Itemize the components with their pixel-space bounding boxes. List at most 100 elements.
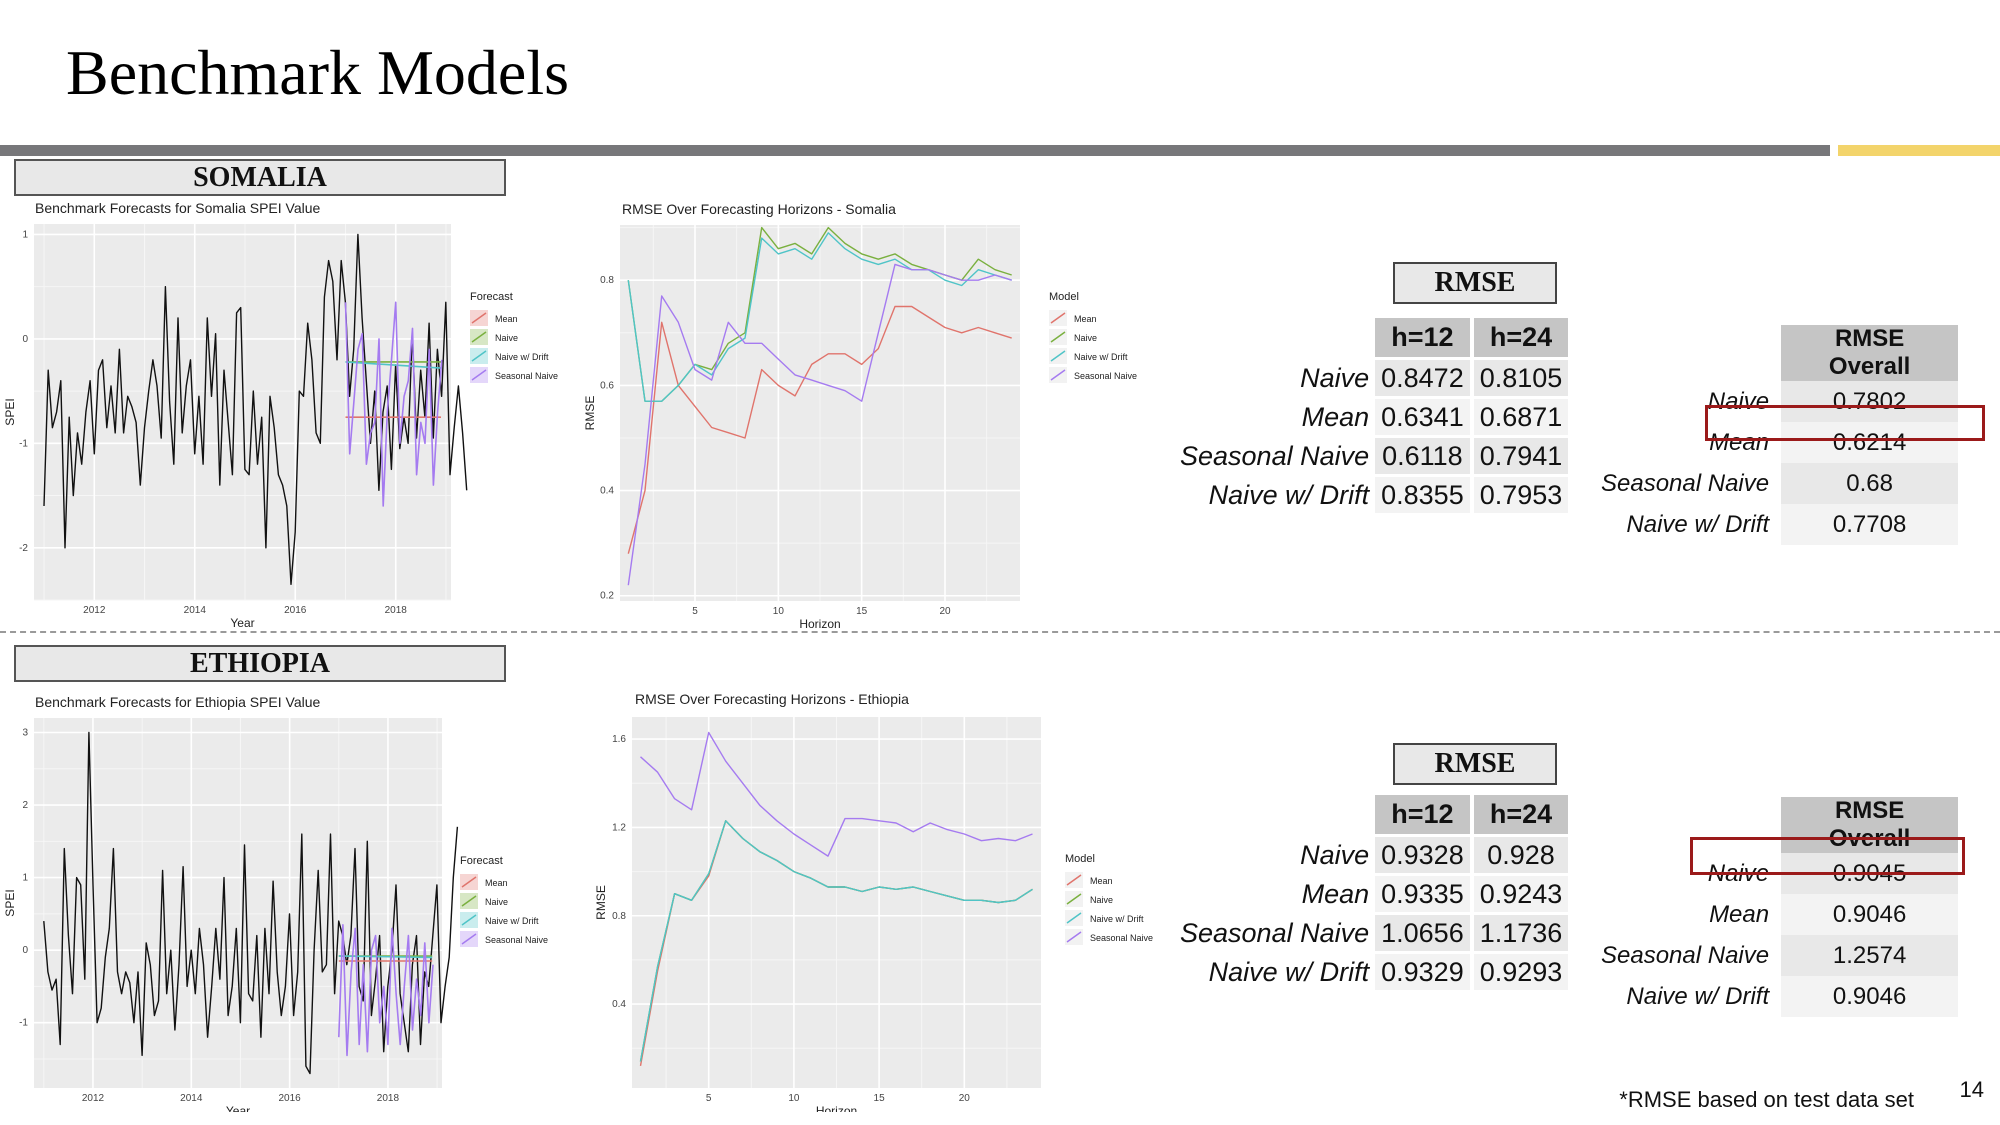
table-row: Naive w/ Drift 0.9046 [1600,976,1959,1017]
legend-key-line [1066,893,1082,905]
series-drift-line [345,361,442,369]
x-axis-label: Year [230,616,254,630]
y-tick-label: 1 [22,229,28,240]
y-tick-label: 0.4 [612,999,626,1010]
slide-title: Benchmark Models [66,37,569,108]
legend-key-line [1066,912,1082,924]
x-tick-label: 5 [692,606,698,617]
legend-key-line [461,895,477,907]
row-label: Seasonal Naive [1601,941,1770,969]
x-tick-label: 5 [706,1093,712,1104]
series-line-naive-w-drift [639,820,1033,1062]
y-tick-label: 3 [22,728,28,739]
series-actual-line [43,233,468,585]
header-h12: h=12 [1375,795,1470,834]
cell-value: 1.2574 [1781,935,1959,976]
legend-key-line [471,350,487,362]
y-tick-label: 0 [22,945,28,956]
x-tick-label: 2014 [184,605,207,616]
legend-label: Seasonal Naive [1074,371,1137,381]
legend-label: Mean [485,878,508,888]
y-tick-label: 0.8 [612,911,626,922]
legend-label: Naive [1090,895,1113,905]
cell-value: 0.7708 [1781,504,1959,545]
legend-label: Mean [495,314,518,324]
series-actual-line [43,731,459,1075]
table-row: Seasonal Naive 1.0656 1.1736 [1174,915,1569,951]
y-axis-label: RMSE [583,396,597,431]
legend-title: Model [1065,853,1095,865]
ethiopia-rmse-chart: RMSE Over Forecasting Horizons - Ethiopi… [594,691,1153,1112]
legend-key-line [471,312,487,324]
row-label: Seasonal Naive [1601,469,1770,497]
row-label: Naive [1300,362,1370,393]
cell-value: 0.9046 [1781,894,1959,935]
table-row: Naive 0.7802 [1600,381,1959,422]
y-tick-label: 1.2 [612,822,626,833]
table-row: Mean 0.9335 0.9243 [1174,876,1569,912]
cell-h12: 0.6118 [1375,438,1470,474]
legend-title: Forecast [460,855,503,867]
cell-h12: 0.6341 [1375,399,1470,435]
row-label: Naive [1707,387,1770,415]
table-row: Naive w/ Drift 0.9329 0.9293 [1174,954,1569,990]
x-tick-label: 20 [959,1093,971,1104]
cell-h12: 0.9328 [1375,837,1470,873]
series-line-mean [627,305,1012,554]
cell-h24: 0.7953 [1473,477,1569,513]
y-tick-label: 0.2 [600,591,614,602]
legend-label: Mean [1090,876,1113,886]
legend-label: Naive w/ Drift [1074,352,1128,362]
cell-h24: 1.1736 [1473,915,1569,951]
legend-label: Naive [495,333,518,343]
table-row: Naive w/ Drift 0.8355 0.7953 [1174,477,1569,513]
ethiopia-forecast-chart: Benchmark Forecasts for Ethiopia SPEI Va… [3,694,548,1112]
legend-key-line [1066,931,1082,943]
x-tick-label: 2012 [82,1093,105,1104]
row-label: Naive w/ Drift [1208,479,1370,510]
legend-title: Model [1049,291,1079,303]
series-line-seasonal-naive [640,731,1033,857]
row-label: Seasonal Naive [1180,440,1370,471]
cell-h12: 0.9335 [1375,876,1470,912]
y-tick-label: 1 [22,873,28,884]
legend-key-line [1050,331,1066,343]
section-divider [0,631,2000,633]
plot-panel [34,718,442,1088]
table-row: Mean 0.6214 [1600,422,1959,463]
series-line-naive-w-drift [627,232,1012,402]
row-label: Mean [1301,878,1370,909]
cell-h24: 0.9293 [1473,954,1569,990]
legend-key-line [461,876,477,888]
row-label: Naive w/ Drift [1626,510,1770,538]
x-tick-label: 2018 [377,1093,400,1104]
legend-label: Seasonal Naive [495,371,558,381]
legend-label: Naive [485,897,508,907]
legend-key-line [471,331,487,343]
chart-title: Benchmark Forecasts for Somalia SPEI Val… [35,200,321,216]
ethiopia-overall-table: RMSE Overall Naive 0.9045 Mean 0.9046 Se… [1600,797,1959,1017]
header-h12: h=12 [1375,318,1470,357]
chart-title: RMSE Over Forecasting Horizons - Somalia [622,201,896,217]
x-tick-label: 2012 [83,605,106,616]
somalia-forecast-chart: Benchmark Forecasts for Somalia SPEI Val… [3,200,558,630]
y-axis-label: SPEI [3,398,17,425]
row-label: Mean [1709,428,1770,456]
x-tick-label: 2018 [385,605,408,616]
x-tick-label: 2016 [278,1093,301,1104]
y-tick-label: -1 [19,1018,28,1029]
legend-key-line [1066,874,1082,886]
ethiopia-horizon-table: h=12 h=24 Naive 0.9328 0.928 Mean 0.9335… [1170,792,1572,993]
somalia-horizon-table: h=12 h=24 Naive 0.8472 0.8105 Mean 0.634… [1170,315,1572,516]
cell-value: 0.7802 [1781,381,1959,422]
somalia-rmse-chart: RMSE Over Forecasting Horizons - Somalia… [583,201,1137,631]
table-row: Seasonal Naive 1.2574 [1600,935,1959,976]
row-label: Mean [1709,900,1770,928]
legend-key-line [471,369,487,381]
cell-h24: 0.8105 [1473,360,1569,396]
series-line-seasonal-naive [627,263,1012,586]
y-axis-label: RMSE [594,885,608,920]
cell-value: 0.9046 [1781,976,1959,1017]
cell-h24: 0.7941 [1473,438,1569,474]
legend-label: Mean [1074,314,1097,324]
